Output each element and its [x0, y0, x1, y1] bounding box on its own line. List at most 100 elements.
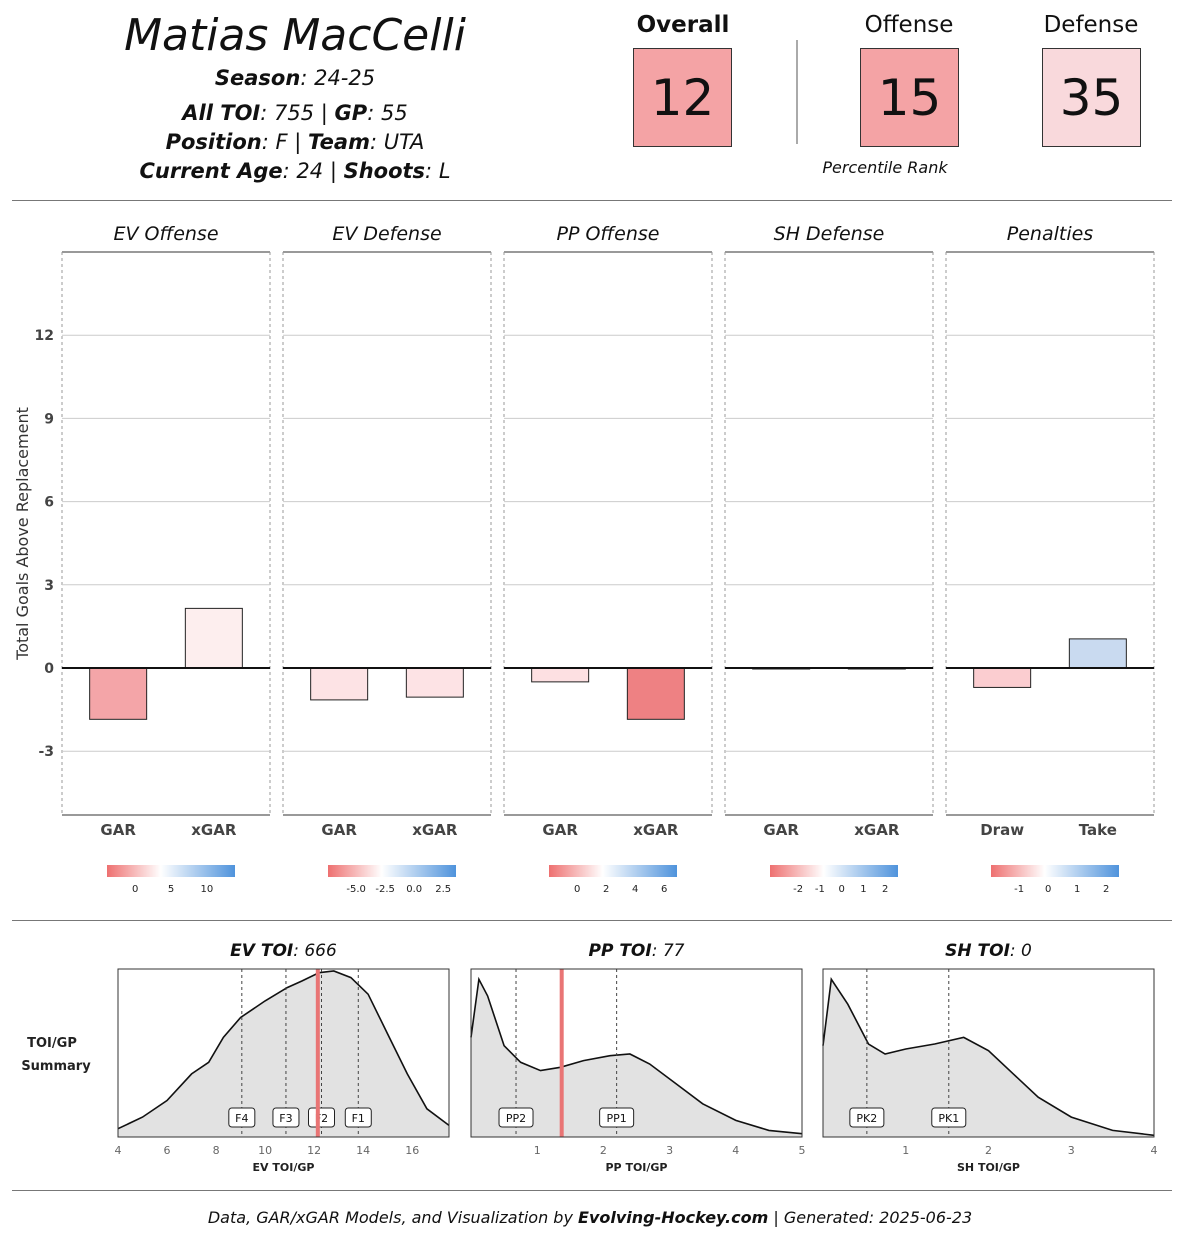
bar-xgar: [184, 607, 243, 669]
percentile-caption: Percentile Rank: [822, 158, 948, 177]
gp-label: GP: [334, 101, 368, 125]
x-tick-label: 6: [164, 1144, 171, 1157]
x-tick-label: xGAR: [854, 821, 900, 839]
line-marker-label-box: [931, 1107, 967, 1128]
legend-tick: 1: [1074, 884, 1080, 895]
legend-tick: 0: [574, 884, 580, 895]
offense-label: Offense: [864, 12, 954, 38]
x-tick-label: 3: [1068, 1144, 1075, 1157]
legend-tick: 0: [132, 884, 138, 895]
x-axis-label: PP TOI/GP: [605, 1161, 667, 1174]
x-tick-label: 5: [799, 1144, 806, 1157]
toi-panel-title: EV TOI: 666: [230, 941, 337, 961]
density-line: [822, 977, 1155, 1137]
row-label-line1: TOI/GP: [27, 1036, 77, 1051]
team-value: UTA: [383, 130, 425, 154]
density-area: [823, 979, 1154, 1137]
x-tick-label: 2: [600, 1144, 607, 1157]
line-marker-label: PP2: [506, 1112, 526, 1125]
legend-colorbar: [991, 865, 1119, 877]
x-tick-label: 2: [985, 1144, 992, 1157]
x-tick-label: 3: [666, 1144, 673, 1157]
legend-tick: 2: [1103, 884, 1109, 895]
legend-colorbar: [770, 865, 898, 877]
facet-title: SH Defense: [774, 223, 885, 245]
overall-rank-box: 12: [633, 48, 732, 147]
position-line: Position: F | Team: UTA: [165, 130, 425, 154]
x-tick-label: 10: [258, 1144, 272, 1157]
x-tick-label: 4: [732, 1144, 739, 1157]
x-axis-label: EV TOI/GP: [253, 1161, 315, 1174]
line-marker-label: PP1: [607, 1112, 627, 1125]
x-tick-label: 1: [534, 1144, 541, 1157]
age-label: Current Age: [139, 159, 283, 183]
panel-frame: [470, 968, 803, 1138]
season-value: 24-25: [314, 66, 376, 90]
x-tick-label: GAR: [100, 821, 136, 839]
legend-tick: -1: [815, 884, 825, 895]
facet-ev-offense: EV Offense GAR xGAR 0 5 10: [61, 223, 271, 895]
legend-tick: -1: [1014, 884, 1024, 895]
shoots-value: L: [438, 159, 451, 183]
y-tick-label: 12: [35, 328, 54, 344]
legend-tick: -5.0: [346, 884, 366, 895]
x-tick-label: GAR: [321, 821, 357, 839]
legend-tick: 1: [860, 884, 866, 895]
toi-line: All TOI: 755 | GP: 55: [182, 101, 408, 125]
bar-xgar: [626, 667, 685, 720]
y-tick-label: -3: [38, 744, 54, 760]
x-tick-label: 12: [307, 1144, 321, 1157]
facet-ev-defense: EV Defense GAR xGAR -5.0 -2.5 0.0 2.5: [282, 223, 492, 895]
bar-draw: [973, 667, 1032, 688]
legend-tick: 0: [838, 884, 844, 895]
x-tick-label: 14: [356, 1144, 370, 1157]
line-marker-label-box: [228, 1107, 256, 1128]
legend-tick: -2: [793, 884, 803, 895]
gar-facet-chart: Total Goals Above Replacement-3036912EV …: [13, 223, 1155, 895]
legend-tick: 2.5: [435, 884, 451, 895]
y-axis-label: Total Goals Above Replacement: [13, 407, 32, 661]
line-marker-label: F4: [235, 1112, 248, 1125]
defense-rank-box: 35: [1042, 48, 1141, 147]
x-tick-label: 8: [213, 1144, 220, 1157]
density-line: [470, 976, 803, 1135]
y-tick-label: 0: [44, 661, 54, 677]
toi-panel-sh-toi: SH TOI: 0 PK2 PK1 1 2 3 4 SH TOI/GP: [822, 941, 1158, 1174]
x-axis-label: SH TOI/GP: [957, 1161, 1020, 1174]
toi-panel-title: PP TOI: 77: [589, 941, 685, 961]
legend-tick: 10: [200, 884, 213, 895]
bar-xgar: [405, 667, 464, 698]
footer-generated: | Generated: 2025-06-23: [773, 1208, 973, 1227]
y-tick-label: 6: [44, 495, 54, 511]
x-tick-label: 1: [902, 1144, 909, 1157]
legend-tick: 6: [661, 884, 667, 895]
line-marker-label-box: [344, 1107, 372, 1128]
age-value: 24: [296, 159, 324, 183]
toi-panel-pp-toi: PP TOI: 77 PP2 PP1 1 2 3 4 5 PP TOI/GP: [470, 941, 806, 1174]
legend-colorbar: [107, 865, 235, 877]
toi-panel-title: SH TOI: 0: [945, 941, 1032, 961]
facet-penalties: Penalties Draw Take -1 0 1 2: [945, 223, 1155, 895]
position-value: F: [275, 130, 288, 154]
gp-value: 55: [380, 101, 408, 125]
line-marker-label: F1: [352, 1112, 365, 1125]
all-toi-value: 755: [274, 101, 315, 125]
line-marker-label-box: [849, 1107, 885, 1128]
rank-divider: [796, 40, 798, 144]
row-label-line2: Summary: [21, 1059, 91, 1074]
x-tick-label: Take: [1079, 821, 1117, 839]
x-tick-label: xGAR: [191, 821, 237, 839]
x-tick-label: GAR: [763, 821, 799, 839]
legend-colorbar: [328, 865, 456, 877]
season-label: Season: [214, 66, 301, 90]
legend-tick: 5: [168, 884, 174, 895]
season-line: Season: 24-25: [214, 66, 376, 90]
bar-gar: [531, 667, 590, 683]
position-label: Position: [165, 130, 262, 154]
density-area: [118, 971, 449, 1137]
x-tick-label: 4: [1151, 1144, 1158, 1157]
defense-label: Defense: [1043, 12, 1139, 38]
legend-tick: -2.5: [375, 884, 395, 895]
